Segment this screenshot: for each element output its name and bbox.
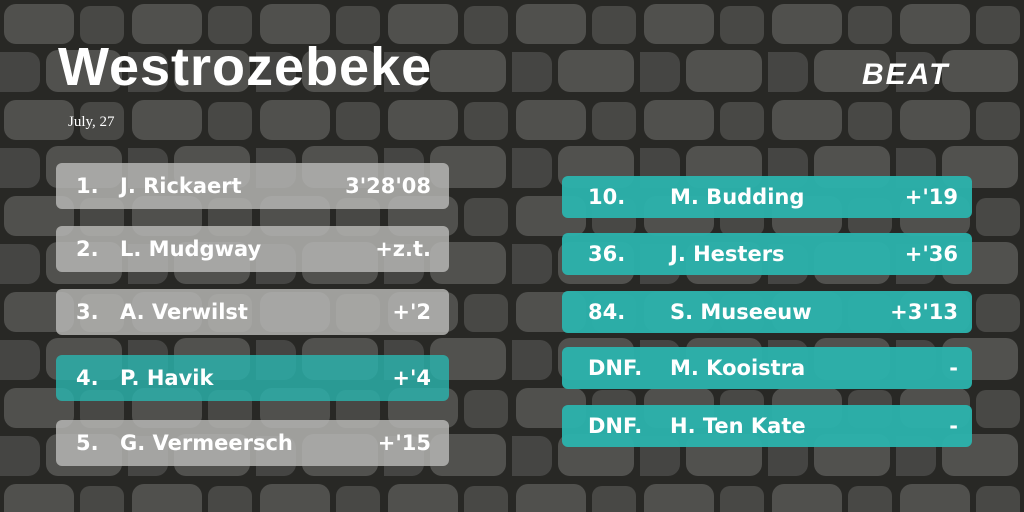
time: +3'13 xyxy=(890,300,958,324)
position: 3. xyxy=(76,300,99,324)
rider-name: J. Hesters xyxy=(670,242,785,266)
rider-name: J. Rickaert xyxy=(120,174,242,198)
time: +z.t. xyxy=(375,237,431,261)
rider-name: S. Museeuw xyxy=(670,300,812,324)
position: 1. xyxy=(76,174,99,198)
result-row: 3. A. Verwilst +'2 xyxy=(56,289,449,335)
row-background xyxy=(562,291,972,333)
date: July, 27 xyxy=(68,114,115,130)
result-row: DNF. H. Ten Kate - xyxy=(562,405,972,447)
time: +'15 xyxy=(377,431,431,455)
row-background xyxy=(562,233,972,275)
time: +'19 xyxy=(904,185,958,209)
time: - xyxy=(949,414,958,438)
row-background xyxy=(56,163,449,209)
position: DNF. xyxy=(588,414,643,438)
position: 84. xyxy=(588,300,626,324)
row-background xyxy=(56,355,449,401)
title: Westrozebeke xyxy=(58,37,433,97)
position: 5. xyxy=(76,431,99,455)
time: +'36 xyxy=(904,242,958,266)
time: +'2 xyxy=(392,300,431,324)
result-row: 1. J. Rickaert 3'28'08 xyxy=(56,163,449,209)
row-background xyxy=(562,347,972,389)
result-row: DNF. M. Kooistra - xyxy=(562,347,972,389)
rider-name: P. Havik xyxy=(120,366,214,390)
rider-name: A. Verwilst xyxy=(120,300,248,324)
row-background xyxy=(562,405,972,447)
time: - xyxy=(949,356,958,380)
result-row: 84. S. Museeuw +3'13 xyxy=(562,291,972,333)
rider-name: M. Budding xyxy=(670,185,805,209)
row-background xyxy=(56,226,449,272)
result-row: 10. M. Budding +'19 xyxy=(562,176,972,218)
time: 3'28'08 xyxy=(345,174,431,198)
rider-name: H. Ten Kate xyxy=(670,414,806,438)
position: 10. xyxy=(588,185,626,209)
row-background xyxy=(562,176,972,218)
rider-name: G. Vermeersch xyxy=(120,431,293,455)
result-row: 4. P. Havik +'4 xyxy=(56,355,449,401)
rider-name: L. Mudgway xyxy=(120,237,262,261)
logo: BEAT xyxy=(862,58,950,91)
row-background xyxy=(56,420,449,466)
position: 4. xyxy=(76,366,99,390)
position: DNF. xyxy=(588,356,643,380)
position: 36. xyxy=(588,242,626,266)
position: 2. xyxy=(76,237,99,261)
rider-name: M. Kooistra xyxy=(670,356,806,380)
row-background xyxy=(56,289,449,335)
result-row: 2. L. Mudgway +z.t. xyxy=(56,226,449,272)
result-row: 5. G. Vermeersch +'15 xyxy=(56,420,449,466)
result-row: 36. J. Hesters +'36 xyxy=(562,233,972,275)
time: +'4 xyxy=(392,366,431,390)
